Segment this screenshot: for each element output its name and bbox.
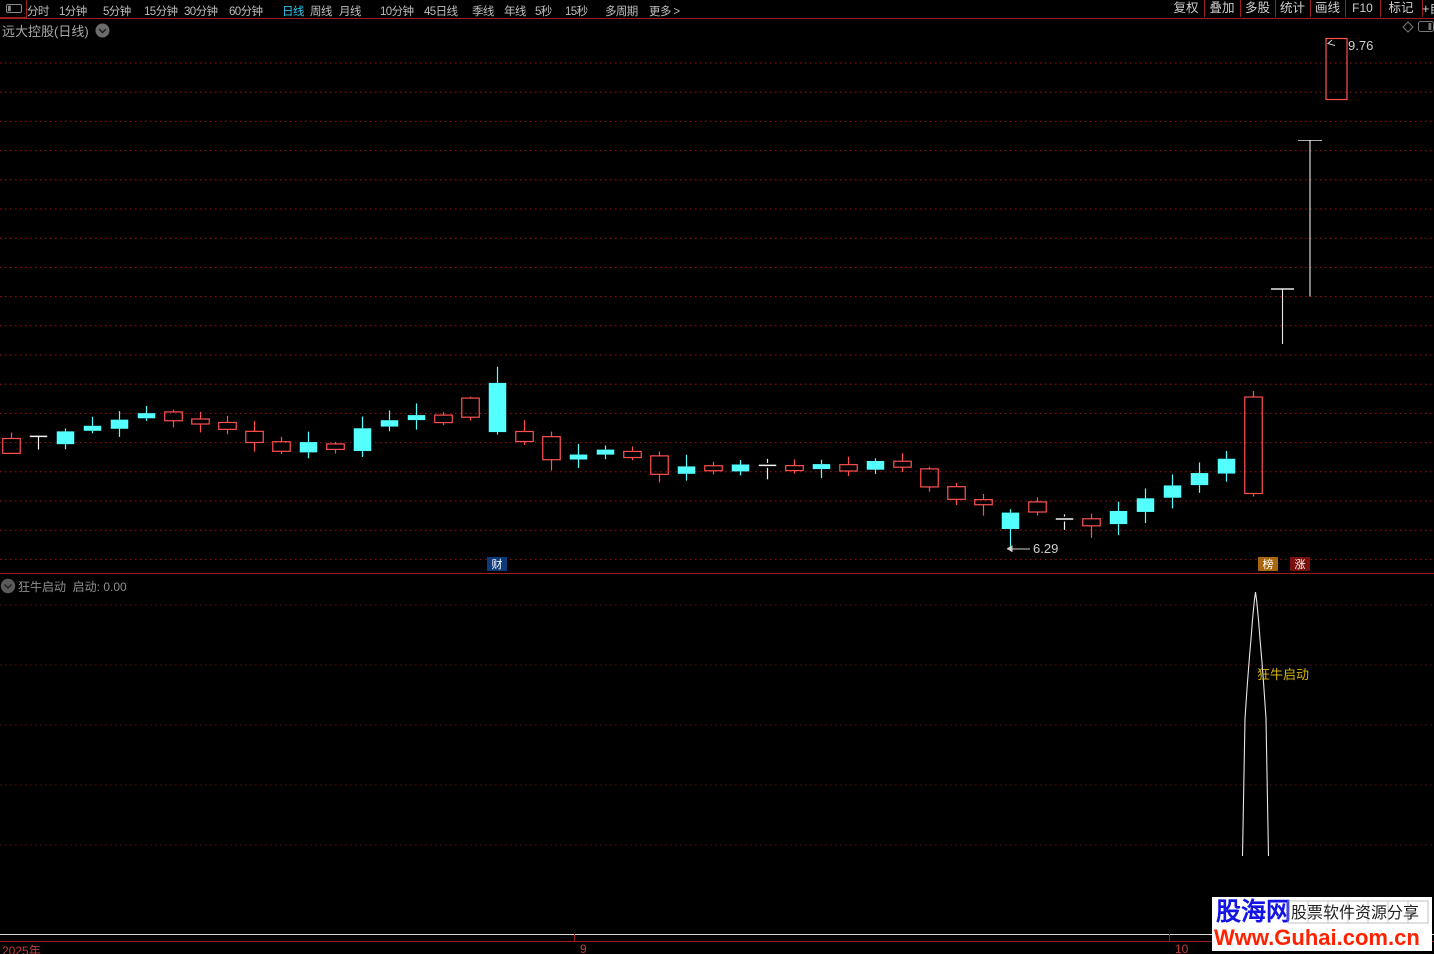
svg-text:财: 财 [492, 557, 503, 571]
svg-text:6.29: 6.29 [1033, 541, 1058, 556]
svg-text:9.76: 9.76 [1348, 38, 1373, 53]
svg-text:股海网: 股海网 [1216, 897, 1291, 926]
svg-text:榜: 榜 [1263, 557, 1274, 571]
svg-text:Www.Guhai.com.cn: Www.Guhai.com.cn [1214, 925, 1420, 950]
svg-text:涨: 涨 [1295, 558, 1306, 571]
svg-text:狂牛启动: 狂牛启动 [1257, 667, 1309, 682]
svg-text:股票软件资源分享: 股票软件资源分享 [1291, 904, 1419, 922]
